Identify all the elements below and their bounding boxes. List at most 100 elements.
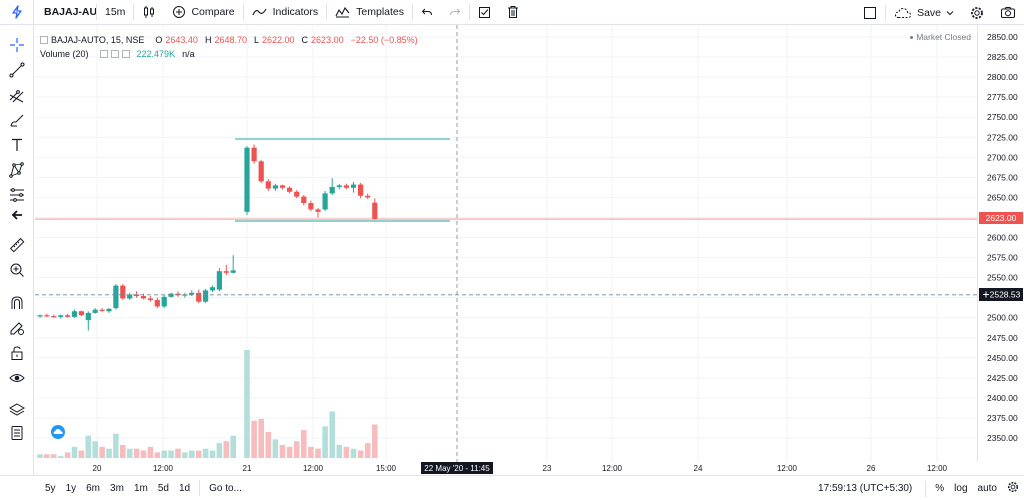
brush-icon[interactable] <box>9 112 25 128</box>
price-tick-label: 2375.00 <box>987 413 1018 423</box>
goto-button[interactable]: Go to... <box>209 482 242 494</box>
templates-label: Templates <box>356 6 405 18</box>
trend-line-icon[interactable] <box>9 62 25 78</box>
forecast-icon[interactable] <box>9 187 25 203</box>
axis-settings-button[interactable] <box>1002 481 1024 496</box>
pitchfork-icon[interactable] <box>9 87 25 103</box>
lock-icon[interactable] <box>9 345 25 361</box>
templates-button[interactable]: Templates <box>327 0 412 25</box>
crosshair-icon[interactable] <box>9 37 25 53</box>
auto-toggle[interactable]: auto <box>977 483 997 494</box>
candle-body <box>65 315 71 317</box>
ruler-icon[interactable] <box>9 237 25 253</box>
volume-bar <box>272 439 279 458</box>
chart-style-button[interactable] <box>134 0 164 25</box>
volume-legend[interactable]: Volume (20) 222.479K n/a <box>40 47 422 61</box>
candle-body <box>203 290 209 302</box>
drawing-toolbar <box>0 25 34 475</box>
arrow-left-icon[interactable] <box>9 207 25 223</box>
cloud-icon <box>895 7 912 18</box>
log-toggle[interactable]: log <box>954 483 968 494</box>
candle-body <box>120 285 126 299</box>
snapshot-check-button[interactable] <box>470 0 499 25</box>
range-1d[interactable]: 1d <box>178 482 191 494</box>
chevron-down-icon <box>946 10 954 15</box>
divider <box>885 4 887 21</box>
volume-bar <box>182 452 188 458</box>
save-button[interactable]: Save <box>886 0 962 25</box>
range-1y[interactable]: 1y <box>65 482 77 494</box>
camera-icon <box>1001 7 1015 18</box>
candle-body <box>336 185 342 187</box>
compare-label: Compare <box>191 6 235 18</box>
collapse-icon[interactable] <box>40 36 48 44</box>
divider <box>412 4 414 20</box>
percent-toggle[interactable]: % <box>935 483 945 494</box>
candle-body <box>279 185 286 188</box>
range-5d[interactable]: 5d <box>157 482 169 494</box>
undo-button[interactable] <box>413 0 441 25</box>
price-axis-scale[interactable]: 2350.00 2375.00 2400.00 2425.00 2450.00 2475.… <box>978 25 1024 462</box>
volume-bar <box>265 431 272 458</box>
clock[interactable]: 17:59:13 (UTC+5:30) <box>818 483 913 494</box>
object-tree-icon[interactable] <box>9 425 25 441</box>
range-5y[interactable]: 5y <box>45 482 56 494</box>
candle-body <box>230 270 236 273</box>
zoom-in-icon[interactable] <box>9 262 25 278</box>
range-3m[interactable]: 3m <box>110 482 124 494</box>
magnet-icon[interactable] <box>9 295 25 311</box>
price-chart[interactable] <box>35 25 977 462</box>
cloud-badge-icon[interactable] <box>51 425 65 439</box>
range-6m[interactable]: 6m <box>86 482 101 494</box>
settings-toggle-icon[interactable] <box>110 50 119 58</box>
layers-icon[interactable] <box>9 402 25 418</box>
redo-icon <box>450 8 461 16</box>
price-axis[interactable]: 2350.00 2375.00 2400.00 2425.00 2450.00 2475.… <box>977 25 1024 462</box>
lightning-icon[interactable] <box>0 0 34 25</box>
remove-icon[interactable] <box>121 50 130 58</box>
price-tick-label: 2700.00 <box>987 152 1018 162</box>
range-1m[interactable]: 1m <box>133 482 148 494</box>
stay-drawing-icon[interactable] <box>9 320 25 336</box>
compare-button[interactable]: Compare <box>164 0 242 25</box>
volume-value: 222.479K <box>136 49 176 59</box>
volume-bar <box>209 450 216 458</box>
candle-body <box>358 184 364 196</box>
delete-button[interactable] <box>499 0 527 25</box>
candle-body <box>308 203 314 210</box>
drawings-layer[interactable] <box>235 138 450 222</box>
symbol-search[interactable]: BAJAJ-AUTO <box>44 6 96 18</box>
volume-bar <box>223 441 230 458</box>
candle-body <box>216 271 222 290</box>
time-tick-label: 26 <box>867 464 876 473</box>
volume-bar <box>113 433 119 458</box>
snapshot-button[interactable] <box>992 0 1024 25</box>
time-axis[interactable]: 20 12:00 21 12:00 15:00 23 12:00 24 12:00 26 12:00… <box>35 462 977 475</box>
date-range-list: 5y 1y 6m 3m 1m 5d 1d Go to... <box>0 480 247 496</box>
price-tick-label: 2800.00 <box>987 72 1018 82</box>
cursor-price-text: 2528.53 <box>990 290 1021 300</box>
price-tick-label: 2825.00 <box>987 52 1018 62</box>
fullscreen-button[interactable] <box>855 0 885 25</box>
indicators-button[interactable]: Indicators <box>244 0 327 25</box>
eye-icon[interactable] <box>9 370 25 386</box>
candle-body <box>71 311 78 317</box>
redo-button[interactable] <box>441 0 469 25</box>
volume-bar <box>64 452 71 458</box>
volume-bars <box>37 350 378 458</box>
indicators-label: Indicators <box>272 6 319 18</box>
candle-body <box>244 147 250 212</box>
volume-bar <box>357 450 364 458</box>
checkbox-icon <box>479 6 491 18</box>
eye-toggle-icon[interactable] <box>99 50 108 58</box>
pattern-icon[interactable] <box>9 162 25 178</box>
interval-button[interactable]: 15m <box>105 6 126 18</box>
settings-button[interactable] <box>962 0 992 25</box>
time-axis-scale[interactable]: 20 12:00 21 12:00 15:00 23 12:00 24 12:00 26 12:00… <box>35 462 977 475</box>
candle-body <box>127 294 133 299</box>
text-tool-icon[interactable] <box>9 137 25 153</box>
volume-bar <box>140 450 147 458</box>
